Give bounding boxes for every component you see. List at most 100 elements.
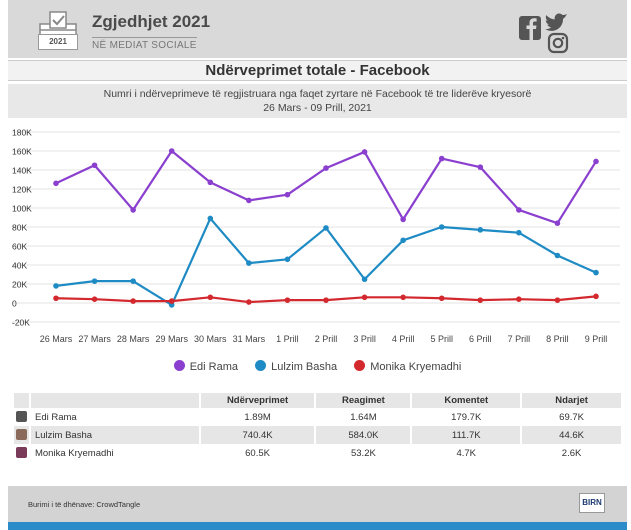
table-header-avatar bbox=[14, 393, 31, 408]
x-tick-label: 28 Mars bbox=[117, 334, 150, 344]
data-point bbox=[91, 278, 98, 284]
table-cell: 44.6K bbox=[521, 426, 623, 444]
data-point bbox=[593, 293, 599, 300]
x-tick-label: 7 Prill bbox=[508, 334, 531, 344]
data-point bbox=[516, 207, 522, 213]
table-cell: 60.5K bbox=[199, 444, 317, 462]
data-point bbox=[323, 165, 329, 171]
table-cell: 2.6K bbox=[521, 444, 623, 462]
stats-table: Ndërveprimet Reagimet Komentet Ndarjet E… bbox=[14, 393, 623, 462]
x-tick-label: 26 Mars bbox=[40, 334, 73, 344]
table-cell-name: Monika Kryemadhi bbox=[29, 444, 201, 462]
logo-year: 2021 bbox=[38, 34, 78, 50]
table-cell: 584.0K bbox=[315, 426, 413, 444]
series-line-0 bbox=[55, 149, 597, 225]
chart-grid bbox=[12, 131, 620, 323]
twitter-icon[interactable] bbox=[545, 13, 567, 31]
y-tick-label: 120K bbox=[12, 185, 32, 195]
data-point bbox=[477, 297, 484, 303]
table-cell: 111.7K bbox=[411, 426, 523, 444]
data-point bbox=[593, 158, 599, 165]
y-tick-label: 80K bbox=[12, 223, 27, 233]
x-tick-label: 9 Prill bbox=[585, 334, 608, 344]
data-point bbox=[284, 297, 291, 303]
table-row: Lulzim Basha 740.4K 584.0K 111.7K 44.6K bbox=[14, 426, 623, 444]
legend-item-lulzim-basha[interactable]: Lulzim Basha bbox=[255, 360, 337, 373]
legend-dot bbox=[255, 360, 267, 371]
y-tick-label: -20K bbox=[12, 318, 30, 328]
brand-title: Zgjedhjet 2021 bbox=[92, 12, 211, 31]
table-cell-avatar bbox=[14, 408, 31, 426]
data-point bbox=[361, 149, 368, 155]
chart-subtitle: Numri i ndërveprimeve të regjistruara ng… bbox=[8, 84, 627, 118]
table-cell-avatar bbox=[14, 426, 31, 444]
avatar bbox=[15, 429, 27, 441]
x-tick-label: 4 Prill bbox=[392, 334, 415, 344]
table-cell: 1.64M bbox=[315, 408, 413, 426]
subtitle-line-1: Numri i ndërveprimeve të regjistruara ng… bbox=[103, 88, 532, 100]
birn-logo[interactable]: BIRN bbox=[579, 493, 605, 513]
bottom-strip bbox=[8, 522, 627, 530]
instagram-icon[interactable] bbox=[547, 32, 569, 54]
chart-legend: Edi Rama Lulzim Basha Monika Kryemadhi bbox=[8, 360, 627, 373]
data-point bbox=[207, 215, 214, 222]
data-point bbox=[246, 197, 252, 204]
data-point bbox=[323, 225, 329, 231]
infographic-frame: 2021 Zgjedhjet 2021 NË MEDIAT SOCIALE Nd… bbox=[8, 0, 627, 530]
y-tick-label: 40K bbox=[12, 261, 27, 271]
data-point bbox=[91, 162, 98, 169]
footer: Burimi i të dhënave: CrowdTangle BIRN bbox=[8, 486, 627, 522]
table-cell-name: Lulzim Basha bbox=[29, 426, 201, 444]
table-cell: 69.7K bbox=[521, 408, 623, 426]
data-point bbox=[207, 294, 214, 301]
data-point bbox=[593, 269, 599, 276]
table-row: Edi Rama 1.89M 1.64M 179.7K 69.7K bbox=[14, 408, 623, 426]
data-point bbox=[91, 296, 98, 302]
y-tick-label: 0 bbox=[12, 299, 17, 309]
data-point bbox=[246, 260, 252, 266]
data-point bbox=[400, 216, 406, 223]
x-tick-label: 30 Mars bbox=[194, 334, 227, 344]
x-tick-label: 2 Prill bbox=[315, 334, 338, 344]
table-cell: 179.7K bbox=[411, 408, 523, 426]
table-header-interactions: Ndërveprimet bbox=[199, 393, 317, 408]
y-tick-label: 160K bbox=[12, 147, 32, 157]
data-point bbox=[554, 297, 561, 303]
x-tick-label: 8 Prill bbox=[546, 334, 569, 344]
data-point bbox=[284, 256, 291, 263]
data-point bbox=[361, 276, 368, 283]
data-point bbox=[477, 164, 484, 170]
data-point bbox=[323, 297, 329, 303]
brand-subtitle: NË MEDIAT SOCIALE bbox=[92, 37, 197, 51]
line-chart: -20K 0 20K 40K 60K 80K 100K 120K 140K 160K 180K 26… bbox=[12, 128, 620, 344]
legend-dot bbox=[173, 360, 185, 371]
table-cell: 1.89M bbox=[199, 408, 317, 426]
data-point bbox=[53, 180, 59, 187]
data-point bbox=[554, 252, 561, 259]
y-tick-label: 20K bbox=[12, 280, 27, 290]
table-cell-name: Edi Rama bbox=[29, 408, 201, 426]
y-tick-label: 60K bbox=[12, 242, 27, 252]
x-tick-label: 1 Prill bbox=[276, 334, 299, 344]
avatar bbox=[15, 447, 27, 459]
legend-label: Lulzim Basha bbox=[271, 361, 338, 373]
table-header-row: Ndërveprimet Reagimet Komentet Ndarjet bbox=[14, 393, 623, 408]
data-source: Burimi i të dhënave: CrowdTangle bbox=[28, 500, 141, 509]
x-tick-label: 5 Prill bbox=[430, 334, 453, 344]
x-tick-label: 6 Prill bbox=[469, 334, 492, 344]
data-point bbox=[400, 237, 406, 244]
legend-item-monika-kryemadhi[interactable]: Monika Kryemadhi bbox=[354, 360, 461, 373]
chart-series bbox=[53, 148, 599, 308]
facebook-icon[interactable] bbox=[519, 16, 541, 40]
data-point bbox=[516, 296, 522, 302]
data-point bbox=[53, 295, 59, 302]
data-point bbox=[284, 191, 291, 198]
x-tick-label: 31 Mars bbox=[233, 334, 266, 344]
legend-item-edi-rama[interactable]: Edi Rama bbox=[173, 360, 238, 373]
data-point bbox=[438, 295, 445, 302]
x-tick-label: 27 Mars bbox=[78, 334, 111, 344]
legend-label: Monika Kryemadhi bbox=[370, 361, 462, 373]
data-point bbox=[130, 207, 136, 213]
y-tick-label: 140K bbox=[12, 166, 32, 176]
y-axis: -20K 0 20K 40K 60K 80K 100K 120K 140K 160K 180K bbox=[12, 128, 32, 328]
